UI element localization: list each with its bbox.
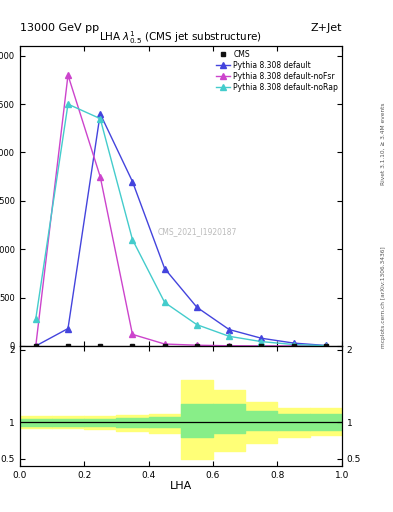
CMS xyxy=(259,343,264,349)
Pythia 8.308 default-noRap xyxy=(98,116,103,122)
Pythia 8.308 default xyxy=(195,304,199,310)
Text: Rivet 3.1.10, ≥ 3.4M events: Rivet 3.1.10, ≥ 3.4M events xyxy=(381,102,386,185)
Pythia 8.308 default-noRap xyxy=(323,343,328,349)
Pythia 8.308 default-noFsr xyxy=(323,343,328,349)
Line: Pythia 8.308 default: Pythia 8.308 default xyxy=(33,111,329,349)
CMS xyxy=(323,343,328,349)
Line: Pythia 8.308 default-noRap: Pythia 8.308 default-noRap xyxy=(33,101,329,349)
Pythia 8.308 default-noRap xyxy=(195,322,199,328)
Pythia 8.308 default-noFsr xyxy=(98,174,103,180)
Pythia 8.308 default-noRap xyxy=(259,338,264,345)
CMS xyxy=(227,343,231,349)
Text: Z+Jet: Z+Jet xyxy=(310,23,342,33)
Pythia 8.308 default xyxy=(259,335,264,342)
X-axis label: LHA: LHA xyxy=(170,481,192,491)
CMS xyxy=(162,343,167,349)
Pythia 8.308 default-noRap xyxy=(291,342,296,348)
Title: LHA $\lambda^{1}_{0.5}$ (CMS jet substructure): LHA $\lambda^{1}_{0.5}$ (CMS jet substru… xyxy=(99,29,262,46)
Pythia 8.308 default-noFsr xyxy=(291,343,296,349)
CMS xyxy=(291,343,296,349)
Pythia 8.308 default-noFsr xyxy=(162,341,167,347)
Pythia 8.308 default-noRap xyxy=(130,237,135,243)
Pythia 8.308 default xyxy=(66,326,70,332)
CMS xyxy=(195,343,199,349)
Pythia 8.308 default-noFsr xyxy=(66,72,70,78)
CMS xyxy=(33,343,38,349)
Text: mcplots.cern.ch [arXiv:1306.3436]: mcplots.cern.ch [arXiv:1306.3436] xyxy=(381,246,386,348)
Pythia 8.308 default-noRap xyxy=(227,333,231,339)
Line: CMS: CMS xyxy=(33,344,328,348)
Pythia 8.308 default xyxy=(130,179,135,185)
Pythia 8.308 default xyxy=(33,343,38,349)
Pythia 8.308 default-noFsr xyxy=(130,331,135,337)
Pythia 8.308 default xyxy=(227,327,231,333)
Pythia 8.308 default-noRap xyxy=(33,316,38,322)
Line: Pythia 8.308 default-noFsr: Pythia 8.308 default-noFsr xyxy=(33,72,329,349)
Pythia 8.308 default xyxy=(291,340,296,346)
Legend: CMS, Pythia 8.308 default, Pythia 8.308 default-noFsr, Pythia 8.308 default-noRa: CMS, Pythia 8.308 default, Pythia 8.308 … xyxy=(215,48,340,93)
CMS xyxy=(98,343,103,349)
Pythia 8.308 default xyxy=(98,111,103,117)
CMS xyxy=(66,343,70,349)
Pythia 8.308 default-noFsr xyxy=(33,343,38,349)
Text: CMS_2021_I1920187: CMS_2021_I1920187 xyxy=(157,227,237,237)
Text: 13000 GeV pp: 13000 GeV pp xyxy=(20,23,99,33)
CMS xyxy=(130,343,135,349)
Pythia 8.308 default xyxy=(323,343,328,349)
Pythia 8.308 default-noRap xyxy=(66,101,70,107)
Pythia 8.308 default xyxy=(162,266,167,272)
Pythia 8.308 default-noFsr xyxy=(195,342,199,348)
Pythia 8.308 default-noRap xyxy=(162,300,167,306)
Pythia 8.308 default-noFsr xyxy=(259,343,264,349)
Pythia 8.308 default-noFsr xyxy=(227,343,231,349)
